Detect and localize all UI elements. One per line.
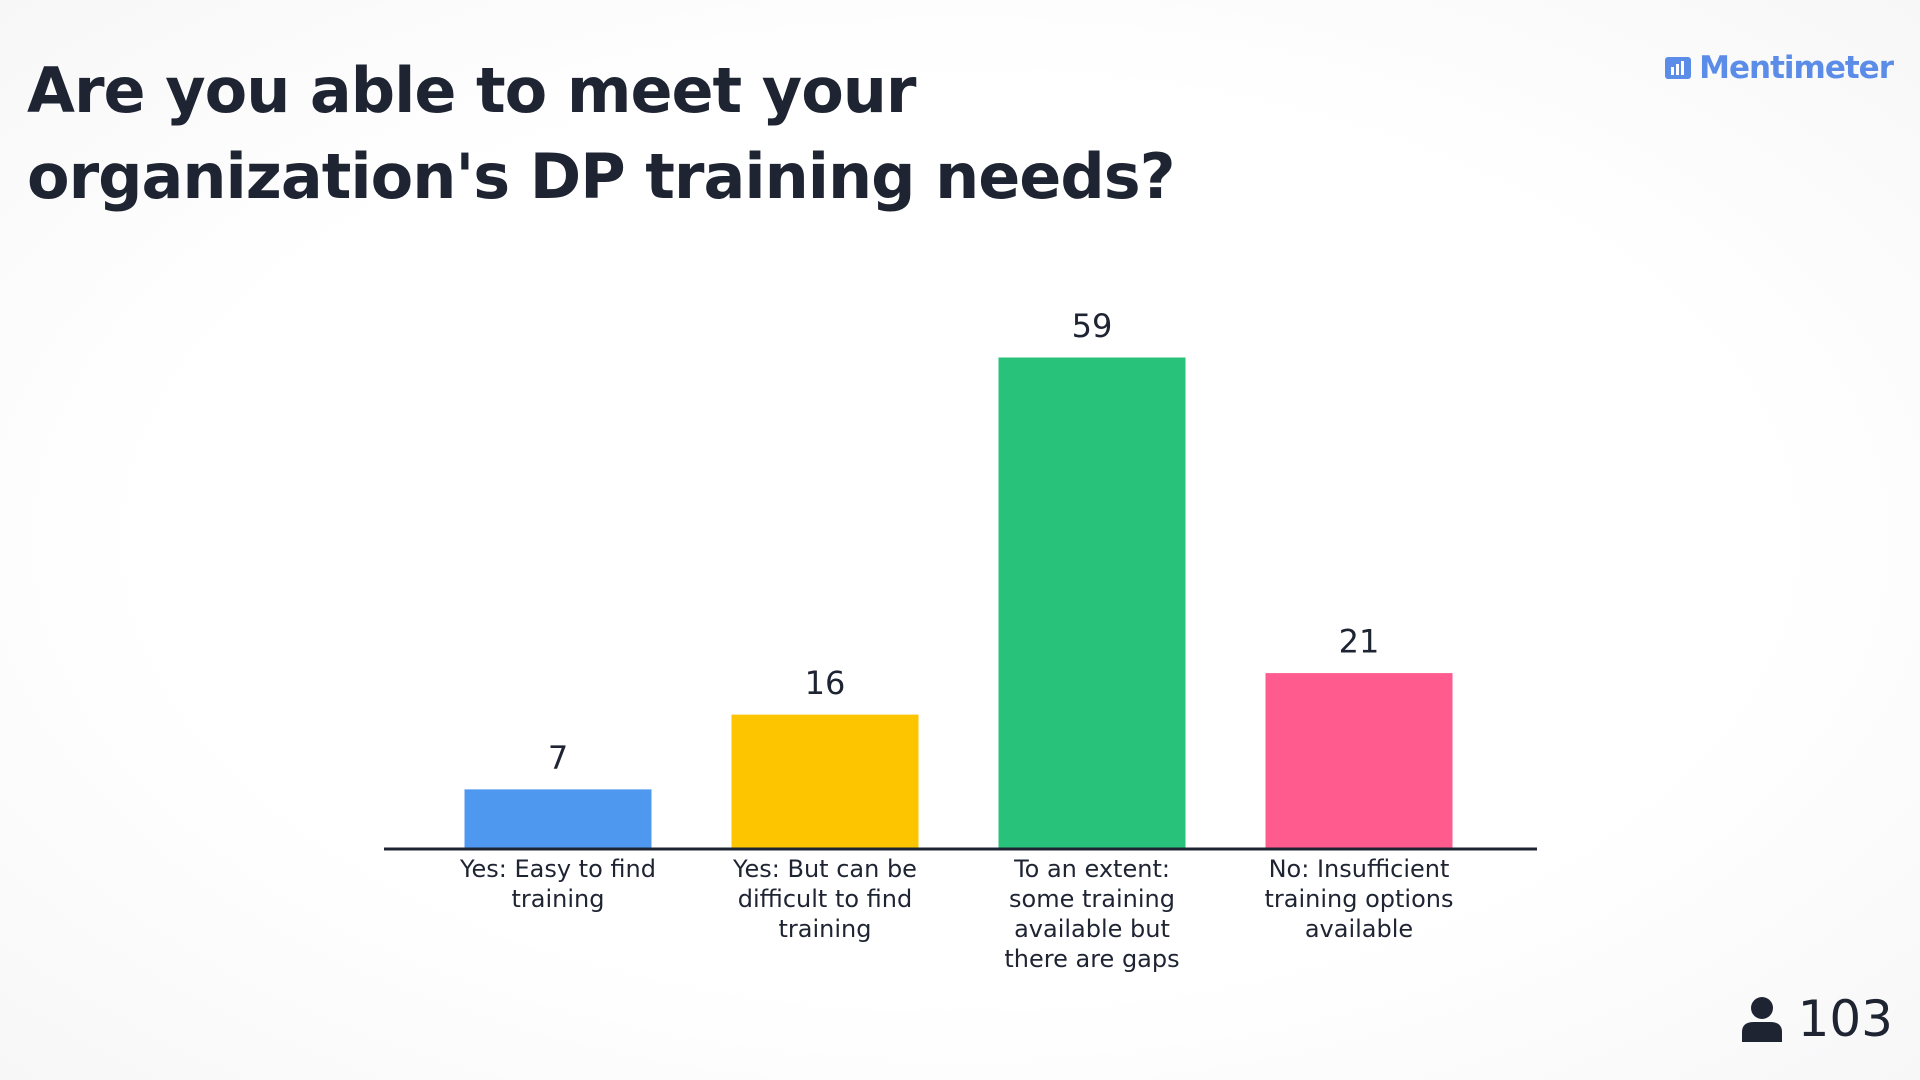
bar [1265,673,1453,848]
value-label: 21 [1339,623,1380,661]
value-label: 59 [1072,307,1113,345]
bar [464,789,652,848]
brand-icon [1665,57,1692,79]
respondent-count: 103 [1740,990,1893,1048]
slide-title: Are you able to meet your organization's… [27,54,1176,213]
category-label: Yes: But can be difficult to find traini… [733,855,917,943]
category-label: To an extent: some training available bu… [1004,855,1180,973]
category-label: No: Insufficient training options availa… [1264,855,1454,943]
category-label: Yes: Easy to find training [460,855,656,913]
bar [998,357,1186,848]
brand-name: Mentimeter [1699,50,1894,86]
value-label: 7 [548,739,568,777]
bar [731,714,919,848]
respondent-number: 103 [1797,990,1893,1048]
person-icon [1741,997,1782,1042]
brand-logo: Mentimeter [1665,50,1894,86]
value-label: 16 [805,664,846,702]
